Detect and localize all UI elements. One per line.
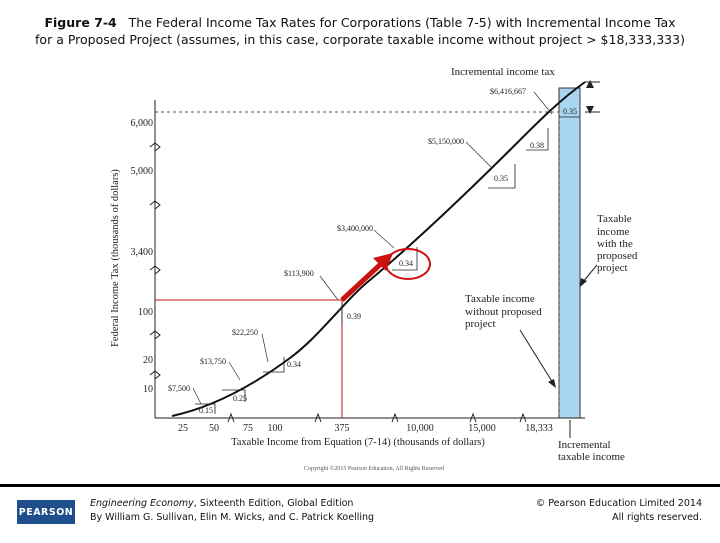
title-text-1: The Federal Income Tax Rates for Corpora… xyxy=(128,15,676,30)
breakpoint-label: $22,250 xyxy=(232,328,258,337)
title-line-2: for a Proposed Project (assumes, in this… xyxy=(35,32,685,47)
with-project-label: with the xyxy=(597,238,633,250)
with-project-label: income xyxy=(597,226,629,238)
without-project-label: without proposed xyxy=(465,306,542,318)
breakpoint-label: $113,900 xyxy=(284,269,314,278)
with-project-arrowhead xyxy=(580,278,587,287)
rate-label: 0.35 xyxy=(494,174,508,183)
rights-line: All rights reserved. xyxy=(612,512,702,523)
leader-22250 xyxy=(261,333,269,363)
x-tick-label: 375 xyxy=(335,423,350,434)
leader-113900 xyxy=(319,275,339,301)
without-project-label: Taxable income xyxy=(465,293,535,305)
incremental-taxable-label: taxable income xyxy=(558,451,625,463)
y-axis-break xyxy=(149,142,161,380)
x-tick-label: 75 xyxy=(243,423,253,434)
without-project-label: project xyxy=(465,318,496,330)
rate-label: 0.38 xyxy=(530,141,544,150)
with-project-label: Taxable xyxy=(597,213,632,225)
breakpoint-label: $6,416,667 xyxy=(490,87,526,96)
copyright-notice: © Pearson Education Limited 2014 All rig… xyxy=(536,497,702,525)
x-axis-break xyxy=(227,412,527,423)
x-tick-label: 25 xyxy=(178,423,188,434)
x-tick-label: 100 xyxy=(268,423,283,434)
incremental-tax-arrow-down xyxy=(586,106,594,114)
book-citation: Engineering Economy, Sixteenth Edition, … xyxy=(90,497,374,525)
y-axis-label: Federal Income Tax (thousands of dollars… xyxy=(110,169,121,347)
rate-step-034b xyxy=(392,247,418,271)
incremental-income-tax-label: Incremental income tax xyxy=(451,66,555,78)
copyright-line: © Pearson Education Limited 2014 xyxy=(535,498,702,509)
pearson-logo: PEARSON xyxy=(17,500,75,524)
x-tick-label: 50 xyxy=(209,423,219,434)
leader-6416667 xyxy=(533,91,553,115)
rate-label: 0.34 xyxy=(287,360,301,369)
without-project-arrow xyxy=(519,329,554,384)
y-tick-label: 5,000 xyxy=(131,166,154,177)
leader-13750 xyxy=(228,361,241,381)
rate-label: 0.39 xyxy=(347,312,361,321)
incremental-tax-bracket xyxy=(585,81,600,113)
figure-copyright: Copyright ©2015 Pearson Education, All R… xyxy=(304,465,444,472)
incremental-taxable-label: Incremental xyxy=(558,439,611,451)
figure-title: Figure 7-4 The Federal Income Tax Rates … xyxy=(0,14,720,48)
breakpoint-label: $13,750 xyxy=(200,357,226,366)
with-project-label: proposed xyxy=(597,250,638,262)
incremental-band xyxy=(558,87,581,419)
title-line-1: Figure 7-4 The Federal Income Tax Rates … xyxy=(0,14,720,31)
rate-label: 0.15 xyxy=(199,406,213,415)
slide-footer: PEARSON Engineering Economy, Sixteenth E… xyxy=(0,484,720,543)
rate-label: 0.25 xyxy=(233,394,247,403)
x-tick-label: 18,333 xyxy=(525,423,553,434)
y-tick-label: 6,000 xyxy=(131,118,154,129)
figure-label: Figure 7-4 xyxy=(44,15,117,30)
tax-rate-chart: 6,000 5,000 3,400 100 20 10 25 50 75 100… xyxy=(110,66,638,472)
book-edition: , Sixteenth Edition, Global Edition xyxy=(193,498,354,509)
red-ellipse xyxy=(385,248,431,280)
book-title: Engineering Economy xyxy=(90,498,194,509)
incremental-tax-arrow-up xyxy=(586,80,594,88)
rate-step-038 xyxy=(526,128,549,151)
leader-5150000 xyxy=(465,141,493,169)
x-axis-label: Taxable Income from Equation (7-14) (tho… xyxy=(231,437,485,448)
rate-step-025 xyxy=(222,389,246,402)
y-tick-label: 10 xyxy=(143,384,153,395)
top-rate-label: 0.35 xyxy=(563,107,577,116)
rate-step-015 xyxy=(195,403,216,414)
rate-step-035 xyxy=(488,164,516,189)
y-tick-label: 20 xyxy=(143,355,153,366)
citation-line-1: Engineering Economy, Sixteenth Edition, … xyxy=(90,497,374,511)
leader-3400000 xyxy=(373,229,395,249)
leader-7500 xyxy=(192,387,202,405)
y-tick-label: 3,400 xyxy=(131,247,154,258)
rate-step-034 xyxy=(263,357,285,373)
x-tick-label: 10,000 xyxy=(406,423,434,434)
red-arrow-shaft xyxy=(340,260,385,302)
y-tick-label: 100 xyxy=(138,307,153,318)
book-authors: By William G. Sullivan, Elin M. Wicks, a… xyxy=(90,512,375,523)
breakpoint-label: $3,400,000 xyxy=(337,224,373,233)
with-project-label: project xyxy=(597,262,628,274)
breakpoint-label: $5,150,000 xyxy=(428,137,464,146)
x-tick-label: 15,000 xyxy=(468,423,496,434)
breakpoint-label: $7,500 xyxy=(168,384,190,393)
rate-label: 0.34 xyxy=(399,259,413,268)
without-project-arrowhead xyxy=(548,379,556,388)
tax-curve xyxy=(171,81,586,417)
